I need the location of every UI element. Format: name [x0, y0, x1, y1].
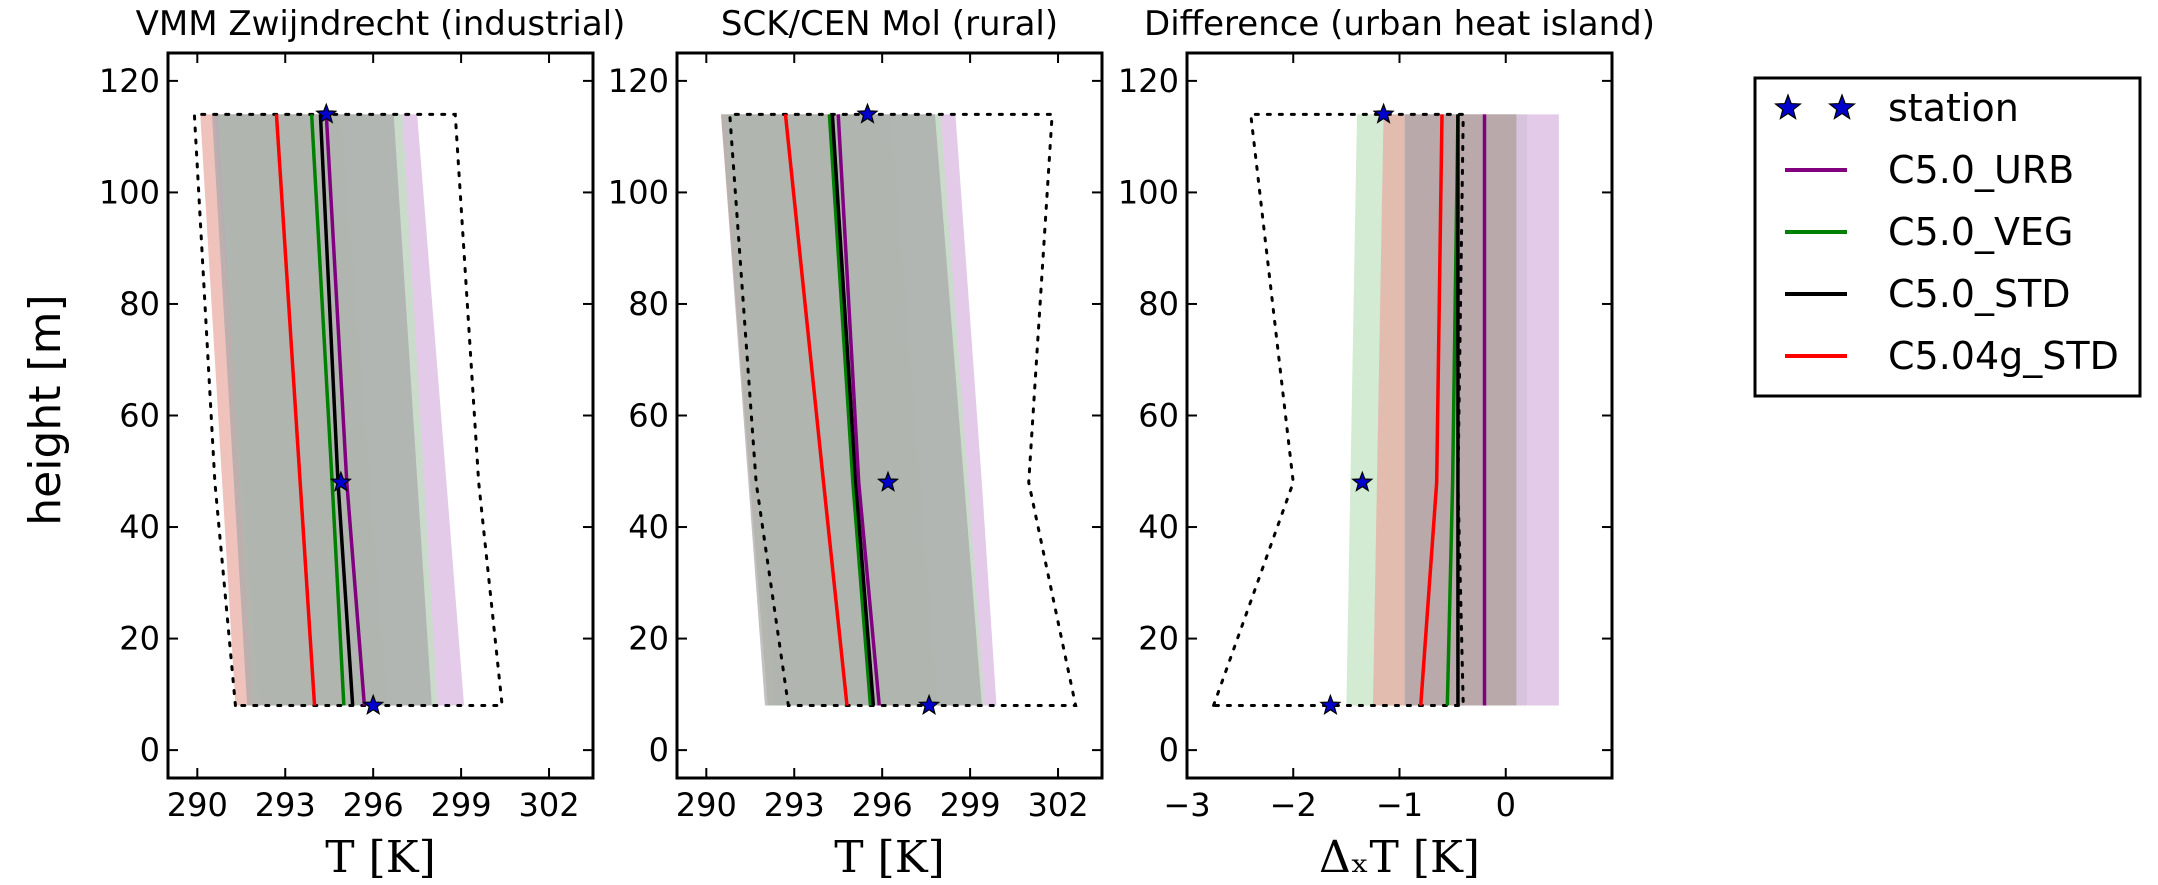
line-C5.04g_STD — [1419, 114, 1444, 706]
x-tick-label: −2 — [1270, 786, 1317, 824]
x-tick-label: 296 — [852, 786, 913, 824]
y-tick-label: 0 — [140, 731, 160, 769]
station-marker — [1372, 102, 1395, 124]
y-tick-label: 20 — [1138, 620, 1179, 658]
line-C5.0_VEG — [1445, 114, 1460, 706]
station-marker — [329, 470, 353, 492]
line-C5.0_URB — [836, 114, 881, 706]
y-tick-label: 40 — [628, 508, 669, 546]
panel-title: VMM Zwijndrecht (industrial) — [136, 4, 626, 44]
x-tick-label: 290 — [676, 786, 737, 824]
legend-label: C5.0_URB — [1888, 148, 2074, 192]
y-tick-label: 20 — [119, 620, 160, 658]
line-C5.04g_STD — [783, 114, 849, 706]
y-tick-label: 100 — [1118, 173, 1179, 211]
envelope-dotted — [192, 112, 504, 707]
station-marker — [856, 102, 879, 124]
line-C5.0_VEG — [309, 114, 346, 706]
y-tick-label: 80 — [628, 285, 669, 323]
station-marker — [1351, 470, 1374, 492]
line-C5.04g_STD — [274, 114, 317, 706]
legend-label: station — [1888, 86, 2019, 130]
y-tick-label: 60 — [1138, 397, 1179, 435]
line-C5.0_STD — [830, 114, 876, 706]
x-tick-label: 302 — [1027, 786, 1088, 824]
y-tick-label: 120 — [608, 62, 669, 100]
y-axis-label: height [m] — [20, 294, 71, 525]
legend-item-C5.04g_STD: C5.04g_STD — [1785, 334, 2119, 378]
x-tick-label: 299 — [431, 786, 492, 824]
x-tick-label: 0 — [1496, 786, 1516, 824]
y-tick-label: 20 — [628, 620, 669, 658]
panel-3: 0 20 40 60 80 100 120 −3 −2 −1 0 Difference (urban … — [1118, 4, 1655, 883]
legend: station C5.0_URB C5.0_VEG C5.0_STD C5.04g_ST… — [1753, 76, 2142, 398]
line-C5.0_VEG — [827, 114, 873, 706]
envelope-dotted — [728, 112, 1078, 707]
x-tick-label: 302 — [518, 786, 579, 824]
y-tick-label: 40 — [1138, 508, 1179, 546]
y-tick-label: 100 — [99, 173, 160, 211]
x-tick-label: 299 — [940, 786, 1001, 824]
y-tick-label: 0 — [649, 731, 669, 769]
panels: 0 20 40 60 80 100 120 290 293 296 299 302 VMM Zwijnd… — [99, 4, 1655, 883]
legend-item-C5.0_STD: C5.0_STD — [1785, 272, 2071, 316]
panel-title: Difference (urban heat island) — [1144, 4, 1655, 44]
legend-star-marker — [1773, 93, 1803, 120]
legend-star-marker — [1827, 93, 1857, 120]
legend-label: C5.04g_STD — [1888, 334, 2119, 378]
legend-item-C5.0_VEG: C5.0_VEG — [1785, 210, 2073, 254]
y-tick-label: 0 — [1159, 731, 1179, 769]
y-tick-label: 120 — [99, 62, 160, 100]
y-tick-label: 40 — [119, 508, 160, 546]
y-tick-label: 60 — [628, 397, 669, 435]
panel-2: 0 20 40 60 80 100 120 290 293 296 299 302 SCK/CEN Mo… — [608, 4, 1104, 883]
band-C5.0_STD — [211, 114, 432, 706]
x-tick-label: 296 — [343, 786, 404, 824]
y-tick-label: 80 — [119, 285, 160, 323]
station-marker — [876, 470, 900, 492]
x-tick-label: −1 — [1376, 786, 1423, 824]
station-marker — [362, 693, 385, 715]
x-tick-label: 290 — [167, 786, 228, 824]
panel-1: 0 20 40 60 80 100 120 290 293 296 299 302 VMM Zwijnd… — [99, 4, 625, 883]
legend-label: C5.0_VEG — [1888, 210, 2073, 254]
station-marker — [1319, 693, 1342, 715]
station-marker — [315, 102, 338, 124]
envelope-dotted — [1211, 112, 1465, 707]
x-axis-label: T [K] — [325, 832, 436, 883]
x-tick-label: −3 — [1163, 786, 1210, 824]
x-tick-label: 293 — [764, 786, 825, 824]
x-tick-label: 293 — [255, 786, 316, 824]
y-tick-label: 120 — [1118, 62, 1179, 100]
legend-box — [1753, 76, 2142, 398]
legend-label: C5.0_STD — [1888, 272, 2071, 316]
station-marker — [917, 693, 941, 715]
legend-item-C5.0_URB: C5.0_URB — [1785, 148, 2074, 192]
y-tick-label: 100 — [608, 173, 669, 211]
panel-title: SCK/CEN Mol (rural) — [721, 4, 1058, 44]
x-axis-label: T [K] — [834, 832, 945, 883]
y-tick-label: 60 — [119, 397, 160, 435]
x-axis-label: ΔₓT [K] — [1319, 832, 1480, 883]
y-tick-label: 80 — [1138, 285, 1179, 323]
legend-item-station: station — [1773, 86, 2019, 130]
